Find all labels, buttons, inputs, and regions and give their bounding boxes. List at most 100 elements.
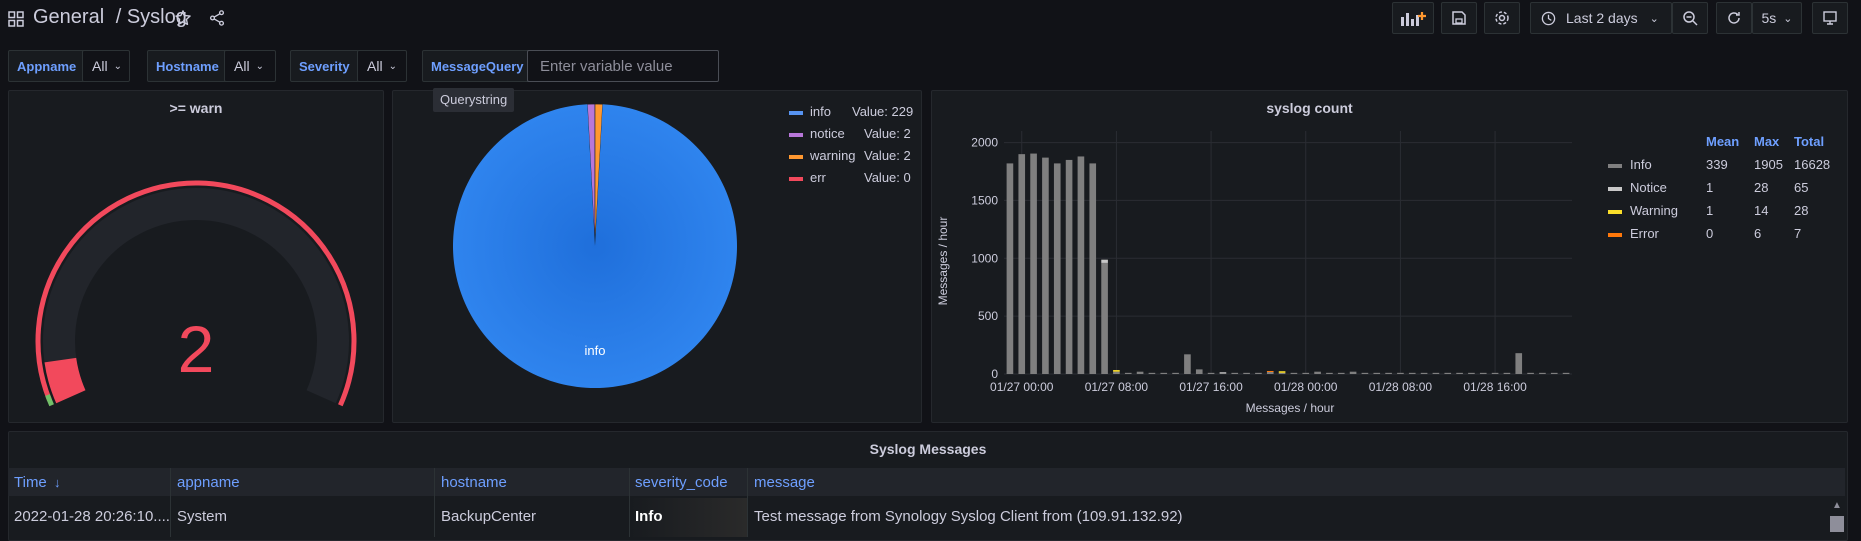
bar-info[interactable] xyxy=(1527,372,1534,374)
bar-info[interactable] xyxy=(1397,372,1404,374)
bar-info[interactable] xyxy=(1408,372,1416,374)
bar-info[interactable] xyxy=(1562,372,1570,374)
zoom-out-button[interactable] xyxy=(1672,2,1708,34)
legend-row-warning[interactable]: Warning 1 14 28 xyxy=(1602,203,1842,226)
bar-info[interactable] xyxy=(1053,163,1061,374)
bar-info[interactable] xyxy=(1030,153,1037,374)
apps-grid-icon[interactable] xyxy=(8,11,24,27)
breadcrumb-dashboard[interactable]: Syslog xyxy=(126,6,187,28)
pie-legend-item[interactable]: err Value: 0 xyxy=(789,167,913,189)
bar-info[interactable] xyxy=(1444,372,1452,374)
x-tick-label: 01/27 16:00 xyxy=(1179,380,1243,394)
bar-info[interactable] xyxy=(1207,372,1215,374)
add-panel-button[interactable] xyxy=(1392,2,1434,34)
tv-mode-button[interactable] xyxy=(1812,2,1848,34)
y-tick-label: 1000 xyxy=(971,251,998,265)
share-icon[interactable] xyxy=(206,7,228,29)
pie-legend-item[interactable]: notice Value: 2 xyxy=(789,123,913,145)
refresh-interval-picker[interactable]: 5s ⌄ xyxy=(1752,2,1802,34)
bar-info[interactable] xyxy=(1491,372,1499,374)
save-dashboard-button[interactable] xyxy=(1441,2,1477,34)
bar-error[interactable] xyxy=(1266,370,1274,372)
bar-info[interactable] xyxy=(1184,354,1191,374)
pie-slice-info[interactable] xyxy=(453,104,738,388)
bar-info[interactable] xyxy=(1420,372,1428,374)
y-tick-label: 0 xyxy=(991,367,998,381)
bar-info[interactable] xyxy=(1113,371,1120,374)
bar-info[interactable] xyxy=(1468,372,1475,374)
bar-info[interactable] xyxy=(1148,372,1156,374)
bar-info[interactable] xyxy=(1101,262,1108,374)
bar-info[interactable] xyxy=(1077,156,1085,374)
scroll-thumb[interactable] xyxy=(1830,516,1844,532)
scroll-up-icon[interactable]: ▲ xyxy=(1832,500,1842,511)
messagequery-input[interactable]: Enter variable value xyxy=(527,50,719,82)
column-header-hostname[interactable]: hostname xyxy=(441,474,507,491)
bar-info[interactable] xyxy=(1266,371,1274,374)
bar-info[interactable] xyxy=(1302,372,1310,374)
bar-info[interactable] xyxy=(1231,372,1239,374)
bar-info[interactable] xyxy=(1172,372,1179,374)
legend-row-notice[interactable]: Notice 1 28 65 xyxy=(1602,180,1842,203)
pie-legend-item[interactable]: info Value: 229 xyxy=(789,101,913,123)
column-header-time[interactable]: Time ↓ xyxy=(14,474,60,491)
bar-warning[interactable] xyxy=(1113,370,1120,372)
bar-info[interactable] xyxy=(1006,163,1014,374)
column-header-severity[interactable]: severity_code xyxy=(635,474,728,491)
x-tick-label: 01/27 08:00 xyxy=(1085,380,1149,394)
legend-swatch xyxy=(789,132,803,137)
bar-info[interactable] xyxy=(1432,372,1440,374)
bar-info[interactable] xyxy=(1255,372,1262,374)
bar-info[interactable] xyxy=(1195,369,1203,374)
variable-select-appname[interactable]: All ⌄ xyxy=(82,50,130,82)
bar-info[interactable] xyxy=(1018,154,1026,374)
bar-info[interactable] xyxy=(1089,163,1097,374)
breadcrumb-folder[interactable]: General xyxy=(33,6,105,28)
dashboard-settings-button[interactable] xyxy=(1484,2,1520,34)
legend-row-info[interactable]: Info 339 1905 16628 xyxy=(1602,157,1842,180)
bar-notice[interactable] xyxy=(1101,259,1108,263)
legend-header-max[interactable]: Max xyxy=(1754,134,1780,149)
bar-info[interactable] xyxy=(1314,371,1321,374)
bar-info[interactable] xyxy=(1065,159,1073,374)
star-icon[interactable] xyxy=(172,7,194,29)
bar-info[interactable] xyxy=(1456,372,1463,374)
legend-name: notice xyxy=(810,126,845,141)
bar-info[interactable] xyxy=(1349,371,1357,374)
legend-mean: 1 xyxy=(1706,203,1714,218)
column-header-appname[interactable]: appname xyxy=(177,474,240,491)
bar-info[interactable] xyxy=(1539,372,1546,374)
bar-info[interactable] xyxy=(1278,372,1286,374)
bar-info[interactable] xyxy=(1479,372,1487,374)
legend-swatch xyxy=(789,154,803,159)
column-header-message[interactable]: message xyxy=(754,474,815,491)
legend-row-error[interactable]: Error 0 6 7 xyxy=(1602,226,1842,249)
bar-notice[interactable] xyxy=(1219,372,1227,374)
bar-warning[interactable] xyxy=(1278,371,1286,373)
table-scrollbar[interactable]: ▲ xyxy=(1829,500,1845,537)
bar-info[interactable] xyxy=(1124,372,1132,374)
bar-info[interactable] xyxy=(1361,372,1369,374)
bar-info[interactable] xyxy=(1219,372,1227,374)
bar-info[interactable] xyxy=(1042,157,1049,374)
bar-info[interactable] xyxy=(1337,372,1345,374)
bar-info[interactable] xyxy=(1160,372,1168,374)
bar-info[interactable] xyxy=(1373,372,1381,374)
bar-info[interactable] xyxy=(1503,372,1511,374)
time-range-picker[interactable]: Last 2 days ⌄ xyxy=(1530,2,1672,34)
refresh-button[interactable] xyxy=(1716,2,1752,34)
bar-info[interactable] xyxy=(1550,372,1558,374)
legend-header-mean[interactable]: Mean xyxy=(1706,134,1740,149)
bar-info[interactable] xyxy=(1515,353,1523,374)
legend-header-total[interactable]: Total xyxy=(1794,134,1825,149)
bar-info[interactable] xyxy=(1136,371,1144,374)
pie-legend-item[interactable]: warning Value: 2 xyxy=(789,145,913,167)
variable-select-severity[interactable]: All ⌄ xyxy=(357,50,407,82)
variable-select-hostname[interactable]: All ⌄ xyxy=(224,50,276,82)
bar-info[interactable] xyxy=(1290,372,1298,374)
bar-info[interactable] xyxy=(1326,372,1333,374)
pie-slice-warning[interactable] xyxy=(594,103,603,247)
bar-info[interactable] xyxy=(1243,372,1250,374)
bar-info[interactable] xyxy=(1385,372,1392,374)
x-axis-label: Messages / hour xyxy=(1246,401,1335,415)
